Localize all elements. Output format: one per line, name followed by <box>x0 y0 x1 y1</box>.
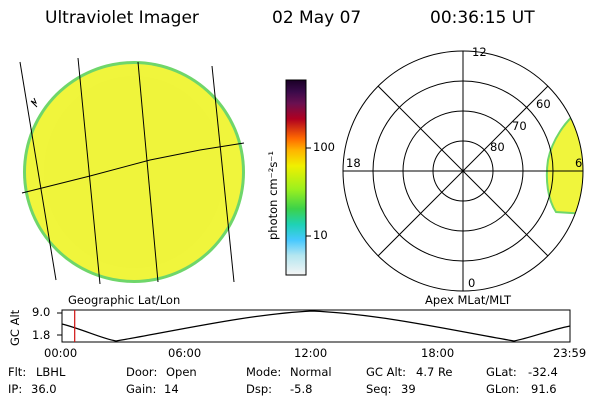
door-label: Door: <box>126 365 158 379</box>
dsp-value: -5.8 <box>290 382 313 396</box>
gain-value: 14 <box>164 382 179 396</box>
altitude-x-tick-2359: 23:59 <box>553 346 587 360</box>
altitude-axis-label: GC Alt <box>8 309 22 346</box>
meridian-4 <box>211 65 235 283</box>
meridian-2 <box>77 57 101 285</box>
altitude-x-tick-0600: 06:00 <box>168 346 202 360</box>
observation-time: 00:36:15 UT <box>430 8 535 28</box>
glon-label: GLon: <box>486 382 520 396</box>
meridian-3 <box>137 61 159 283</box>
filter-value: LBHL <box>36 365 66 379</box>
glon-value: 91.6 <box>531 382 557 396</box>
mlt-label-0: 0 <box>468 276 476 290</box>
altitude-plot-frame <box>61 309 571 343</box>
disk-inner <box>44 76 224 268</box>
polar-grid <box>342 50 584 292</box>
dsp-label: Dsp: <box>246 382 273 396</box>
earth-disk-image <box>23 61 245 283</box>
mlat-label-80: 80 <box>490 140 505 154</box>
mode-value: Normal <box>290 365 332 379</box>
mlt-line-diag-2 <box>377 85 549 257</box>
observation-date: 02 May 07 <box>272 8 362 28</box>
altitude-plot <box>57 309 571 343</box>
mlat-label-70: 70 <box>512 119 527 133</box>
altitude-x-tick-1800: 18:00 <box>421 346 455 360</box>
colorbar <box>285 79 311 276</box>
door-value: Open <box>166 365 197 379</box>
geographic-grid <box>19 57 245 285</box>
parallel-1 <box>21 142 245 194</box>
meridian-1 <box>19 61 57 281</box>
apex-panel-label: Apex MLat/MLT <box>425 293 512 307</box>
colorbar-scale <box>285 79 307 276</box>
mlt-label-18: 18 <box>346 156 361 170</box>
ip-value: 36.0 <box>31 382 57 396</box>
instrument-title: Ultraviolet Imager <box>45 8 199 28</box>
seq-label: Seq: <box>366 382 392 396</box>
altitude-y-bottom: 1.8 <box>32 328 51 342</box>
mlt-label-12: 12 <box>472 45 487 59</box>
polar-plot <box>342 50 584 292</box>
colorbar-label-10: 10 <box>313 228 328 242</box>
geographic-panel-label: Geographic Lat/Lon <box>68 293 181 307</box>
gcalt-value: 4.7 Re <box>416 365 453 379</box>
ip-label: IP: <box>8 382 23 396</box>
altitude-x-tick-1200: 12:00 <box>294 346 328 360</box>
mlt-label-6: 6 <box>575 156 583 170</box>
auroral-oval-region <box>545 111 583 216</box>
mode-label: Mode: <box>246 365 282 379</box>
filter-label: Flt: <box>8 365 27 379</box>
gcalt-label: GC Alt: <box>366 365 407 379</box>
mlat-label-60: 60 <box>536 97 551 111</box>
gain-label: Gain: <box>126 382 157 396</box>
disk-marker-icon <box>30 97 38 108</box>
seq-value: 39 <box>401 382 416 396</box>
colorbar-unit-label: photon cm⁻²s⁻¹ <box>266 151 280 240</box>
altitude-y-top: 9.0 <box>32 305 51 319</box>
glat-value: -32.4 <box>528 365 558 379</box>
colorbar-label-100: 100 <box>313 140 335 154</box>
altitude-x-tick-0000: 00:00 <box>44 346 78 360</box>
glat-label: GLat: <box>486 365 517 379</box>
altitude-curve <box>61 310 571 342</box>
